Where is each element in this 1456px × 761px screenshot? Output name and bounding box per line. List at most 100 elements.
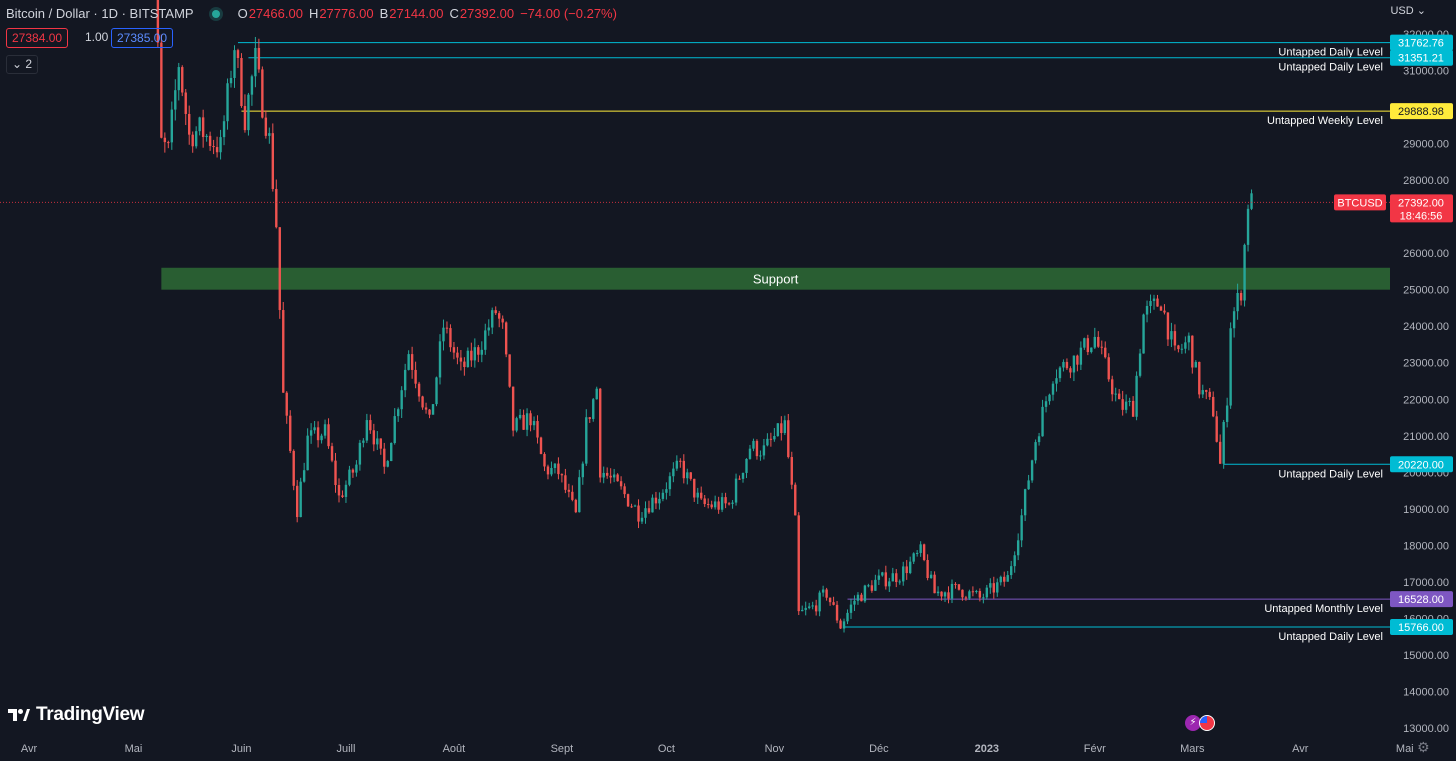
candle — [672, 462, 675, 483]
candle-body — [417, 383, 421, 397]
candle-body — [975, 591, 978, 593]
candle — [1215, 410, 1218, 443]
candle-body — [327, 424, 330, 447]
bid-label: B — [379, 6, 389, 21]
y-tick-label: 21000.00 — [1403, 431, 1449, 443]
candle-body — [410, 354, 414, 370]
candle — [1159, 305, 1163, 311]
candle-body — [619, 481, 623, 487]
candle — [926, 554, 929, 581]
candle — [174, 79, 177, 121]
candle-body — [797, 515, 800, 612]
candle — [1072, 355, 1076, 382]
gear-icon[interactable]: ⚙ — [1417, 739, 1430, 755]
candle-body — [982, 597, 985, 599]
candle-body — [484, 330, 487, 350]
currency-selector[interactable]: USD ⌄ — [1390, 4, 1426, 17]
candle — [215, 136, 219, 158]
candle-body — [1016, 540, 1020, 556]
us-flag-icon[interactable] — [1199, 715, 1215, 731]
candle-body — [463, 361, 466, 368]
candle-body — [201, 117, 205, 138]
candle-body — [1138, 353, 1142, 376]
candle — [1090, 347, 1093, 354]
candle-body — [508, 354, 511, 387]
x-tick-label: Août — [443, 743, 466, 755]
candle-body — [1093, 336, 1096, 348]
candle — [661, 489, 665, 502]
candle — [727, 502, 731, 506]
candle — [463, 357, 466, 376]
candle — [546, 464, 550, 480]
candle — [905, 560, 908, 580]
candle-body — [438, 341, 442, 378]
candle-body — [167, 142, 170, 144]
candle-body — [1163, 310, 1166, 313]
candle-body — [1083, 338, 1086, 348]
candle-body — [320, 435, 323, 441]
candle — [330, 442, 334, 463]
legend-header: Bitcoin / Dollar · 1D · BITSTAMP O 27466.… — [6, 6, 617, 21]
candle — [348, 465, 351, 487]
lightning-icon[interactable]: ⚡ — [1185, 715, 1201, 731]
candle — [184, 89, 187, 126]
candle — [181, 65, 184, 97]
candle — [696, 487, 699, 505]
candle — [1093, 327, 1096, 350]
candle-body — [801, 609, 804, 612]
x-tick-label: Mai — [125, 743, 143, 755]
candle — [1232, 307, 1236, 338]
candle — [1003, 571, 1006, 587]
tradingview-logo[interactable]: TradingView — [8, 704, 145, 726]
candle-body — [773, 436, 776, 440]
candle — [1062, 359, 1065, 372]
candle-body — [341, 495, 344, 497]
candle — [1051, 381, 1055, 401]
support-zone-label: Support — [753, 272, 799, 287]
candle — [922, 543, 926, 562]
candle-body — [212, 145, 215, 148]
candle — [665, 482, 668, 500]
level-price-badge-bg — [1390, 591, 1453, 608]
candle-body — [1243, 244, 1246, 301]
candle-body — [358, 442, 362, 465]
candle-body — [264, 117, 268, 136]
level-price-text: 20220.00 — [1398, 459, 1444, 471]
candle-body — [877, 575, 881, 580]
candle-body — [1177, 345, 1180, 350]
candle-body — [769, 438, 773, 440]
sell-price-button[interactable]: 27384.00 — [6, 28, 69, 48]
candle — [877, 569, 881, 586]
candle — [856, 592, 860, 605]
candle — [633, 504, 637, 507]
candle-body — [1055, 378, 1058, 384]
level-price-badge-bg — [1390, 34, 1453, 51]
candle — [1250, 189, 1253, 211]
candle-body — [268, 133, 271, 136]
candle — [1034, 439, 1037, 464]
candle-body — [403, 369, 407, 391]
candle-body — [428, 409, 431, 415]
candle-body — [891, 573, 894, 582]
current-price-value: 27392.00 — [1398, 197, 1444, 209]
symbol-title[interactable]: Bitcoin / Dollar · 1D · BITSTAMP — [6, 6, 194, 21]
candle-body — [477, 347, 480, 355]
chevron-down-icon: ⌄ — [12, 57, 23, 71]
candle — [417, 381, 421, 402]
buy-price-button[interactable]: 27385.00 — [111, 28, 174, 48]
candle-body — [1034, 442, 1037, 461]
candle — [369, 414, 372, 434]
collapse-indicators-button[interactable]: ⌄ 2 — [6, 55, 39, 74]
y-tick-label: 24000.00 — [1403, 321, 1449, 333]
level-price-badge: 31351.21 — [1390, 49, 1453, 66]
candle-body — [839, 620, 842, 629]
candle — [344, 480, 348, 503]
candle — [1208, 388, 1211, 400]
candle — [351, 468, 355, 478]
candle-body — [473, 347, 477, 361]
candle-body — [282, 310, 285, 393]
candle-body — [748, 448, 752, 459]
candle — [585, 409, 588, 466]
